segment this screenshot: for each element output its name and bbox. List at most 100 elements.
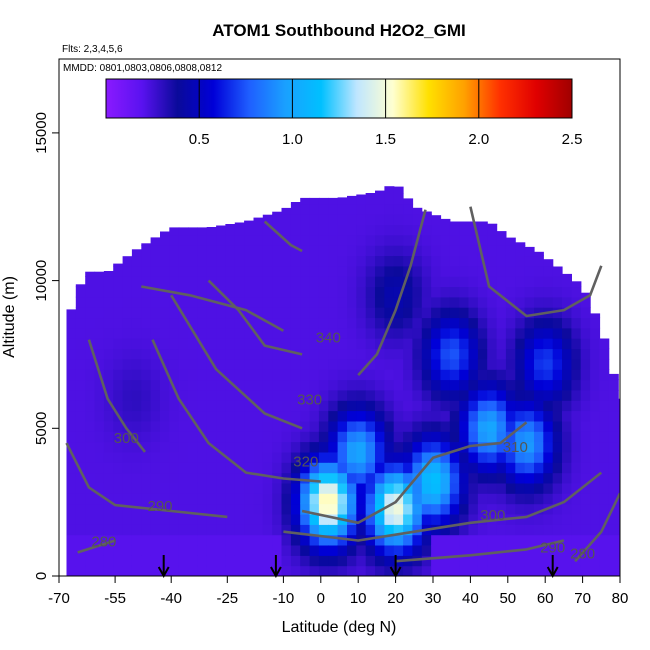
heatmap-cell	[337, 327, 348, 339]
heatmap-cell	[571, 524, 582, 536]
heatmap-cell	[618, 451, 620, 463]
heatmap-cell	[290, 565, 301, 576]
flight-arrows	[157, 555, 559, 579]
heatmap-cell	[449, 524, 460, 536]
heatmap-cell	[337, 420, 348, 432]
heatmap-cell	[290, 410, 301, 422]
heatmap-cell	[178, 555, 189, 567]
heatmap-cell	[318, 255, 329, 267]
heatmap-cell	[178, 420, 189, 432]
heatmap-cell	[543, 493, 554, 505]
heatmap-cell	[618, 514, 620, 525]
heatmap-cell	[440, 555, 451, 567]
heatmap-cell	[178, 348, 189, 360]
heatmap-cell	[477, 555, 488, 567]
heatmap-cell	[281, 245, 292, 256]
heatmap-cell	[524, 555, 535, 567]
heatmap-cell	[375, 203, 385, 215]
heatmap-cell	[234, 410, 245, 422]
heatmap-cell	[515, 555, 526, 567]
heatmap-cell	[234, 265, 245, 277]
heatmap-cell	[262, 451, 273, 463]
heatmap-cell	[375, 234, 385, 246]
heatmap-cell	[318, 545, 329, 556]
heatmap-cell	[216, 307, 226, 319]
heatmap-cell	[477, 534, 488, 546]
heatmap-cell	[375, 420, 385, 432]
heatmap-cell	[590, 369, 601, 381]
heatmap-cell	[365, 555, 376, 567]
heatmap-cell	[562, 410, 572, 422]
heatmap-cell	[543, 259, 554, 267]
heatmap-cell	[347, 327, 357, 339]
heatmap-cell	[206, 400, 217, 412]
heatmap-cell	[328, 327, 339, 339]
heatmap-cell	[216, 379, 226, 391]
heatmap-cell	[262, 245, 273, 256]
heatmap-cell	[94, 524, 105, 536]
heatmap-cell	[309, 317, 320, 329]
heatmap-cell	[169, 234, 180, 246]
heatmap-cell	[262, 224, 273, 236]
heatmap-cell	[375, 462, 385, 474]
heatmap-cell	[431, 369, 442, 381]
heatmap-cell	[412, 214, 423, 225]
heatmap-cell	[272, 265, 283, 277]
heatmap-cell	[599, 389, 610, 401]
heatmap-cell	[131, 348, 142, 360]
heatmap-cell	[347, 203, 357, 215]
heatmap-cell	[356, 255, 367, 267]
heatmap-cell	[468, 441, 479, 453]
heatmap-cell	[309, 565, 320, 576]
x-tick-label: 40	[462, 590, 479, 607]
heatmap-cell	[225, 307, 236, 319]
heatmap-cell	[141, 431, 152, 443]
heatmap-cell	[169, 555, 180, 567]
heatmap-cell	[534, 400, 544, 412]
heatmap-cell	[113, 534, 124, 546]
heatmap-cell	[188, 265, 198, 277]
heatmap-cell	[122, 296, 133, 308]
heatmap-cell	[160, 472, 170, 484]
heatmap-cell	[431, 265, 442, 277]
heatmap-cell	[496, 462, 507, 474]
heatmap-cell	[459, 296, 470, 308]
heatmap-cell	[562, 400, 572, 412]
heatmap-cell	[562, 296, 572, 308]
heatmap-cell	[169, 524, 180, 536]
heatmap-cell	[562, 327, 572, 339]
heatmap-cell	[206, 451, 217, 463]
heatmap-cell	[234, 555, 245, 567]
heatmap-cell	[141, 514, 152, 525]
heatmap-cell	[216, 555, 226, 567]
heatmap-cell	[412, 338, 423, 350]
heatmap-cell	[618, 420, 620, 432]
heatmap-cell	[505, 317, 516, 329]
heatmap-cell	[440, 296, 451, 308]
heatmap-cell	[253, 493, 264, 505]
heatmap-cell	[543, 338, 554, 350]
heatmap-cell	[244, 348, 255, 360]
heatmap-cell	[337, 555, 348, 567]
heatmap-cell	[590, 451, 601, 463]
heatmap-cell	[449, 245, 460, 256]
heatmap-cell	[375, 503, 385, 515]
heatmap-cell	[365, 431, 376, 443]
heatmap-cell	[66, 565, 77, 576]
heatmap-cell	[328, 224, 339, 236]
heatmap-cell	[403, 503, 414, 515]
heatmap-cell	[487, 565, 498, 576]
heatmap-cell	[552, 565, 563, 576]
heatmap-cell	[571, 281, 582, 288]
heatmap-cell	[412, 462, 423, 474]
heatmap-cell	[150, 534, 161, 546]
heatmap-cell	[487, 400, 498, 412]
heatmap-cell	[440, 317, 451, 329]
heatmap-cell	[580, 441, 591, 453]
x-tick-label: -10	[273, 590, 295, 607]
heatmap-cell	[160, 255, 170, 267]
heatmap-cell	[113, 482, 124, 494]
heatmap-cell	[562, 482, 572, 494]
heatmap-cell	[75, 338, 86, 350]
heatmap-cell	[262, 307, 273, 319]
